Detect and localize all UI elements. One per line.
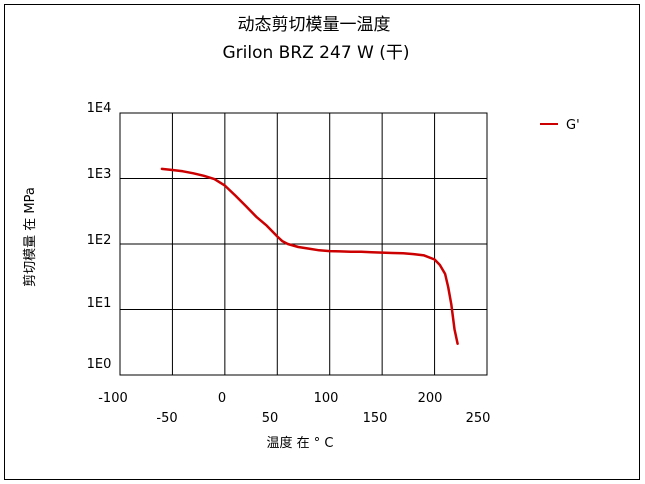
y-tick-label: 1E1 xyxy=(87,296,112,311)
y-tick-labels: 1E0 1E1 1E2 1E3 1E4 xyxy=(87,101,112,372)
y-tick-label: 1E4 xyxy=(87,101,112,116)
legend-entry-label: G' xyxy=(566,118,580,133)
y-axis-label: 剪切模量 在 MPa xyxy=(22,187,38,287)
y-tick-label: 1E0 xyxy=(87,357,112,372)
x-tick-label: -50 xyxy=(156,411,177,426)
y-tick-label: 1E3 xyxy=(87,167,112,182)
plot-grid xyxy=(120,113,487,375)
chart-subtitle: Grilon BRZ 247 W (干) xyxy=(222,43,409,63)
outer-border xyxy=(4,4,640,480)
x-tick-label: 100 xyxy=(314,391,339,406)
x-tick-label: 150 xyxy=(363,411,388,426)
x-tick-label: -100 xyxy=(98,391,128,406)
x-tick-labels: -100 0 100 200 -50 50 150 250 xyxy=(98,391,490,426)
x-tick-label: 0 xyxy=(218,391,226,406)
series-line-g-prime xyxy=(160,167,459,345)
plot-border xyxy=(119,112,488,376)
x-tick-label: 200 xyxy=(418,391,443,406)
chart-title: 动态剪切模量一温度 xyxy=(238,15,391,35)
x-tick-label: 50 xyxy=(262,411,279,426)
y-tick-label: 1E2 xyxy=(87,233,112,248)
x-tick-label: 250 xyxy=(466,411,491,426)
x-axis-label: 温度 在 ° C xyxy=(267,435,334,451)
legend: G' xyxy=(540,118,580,133)
